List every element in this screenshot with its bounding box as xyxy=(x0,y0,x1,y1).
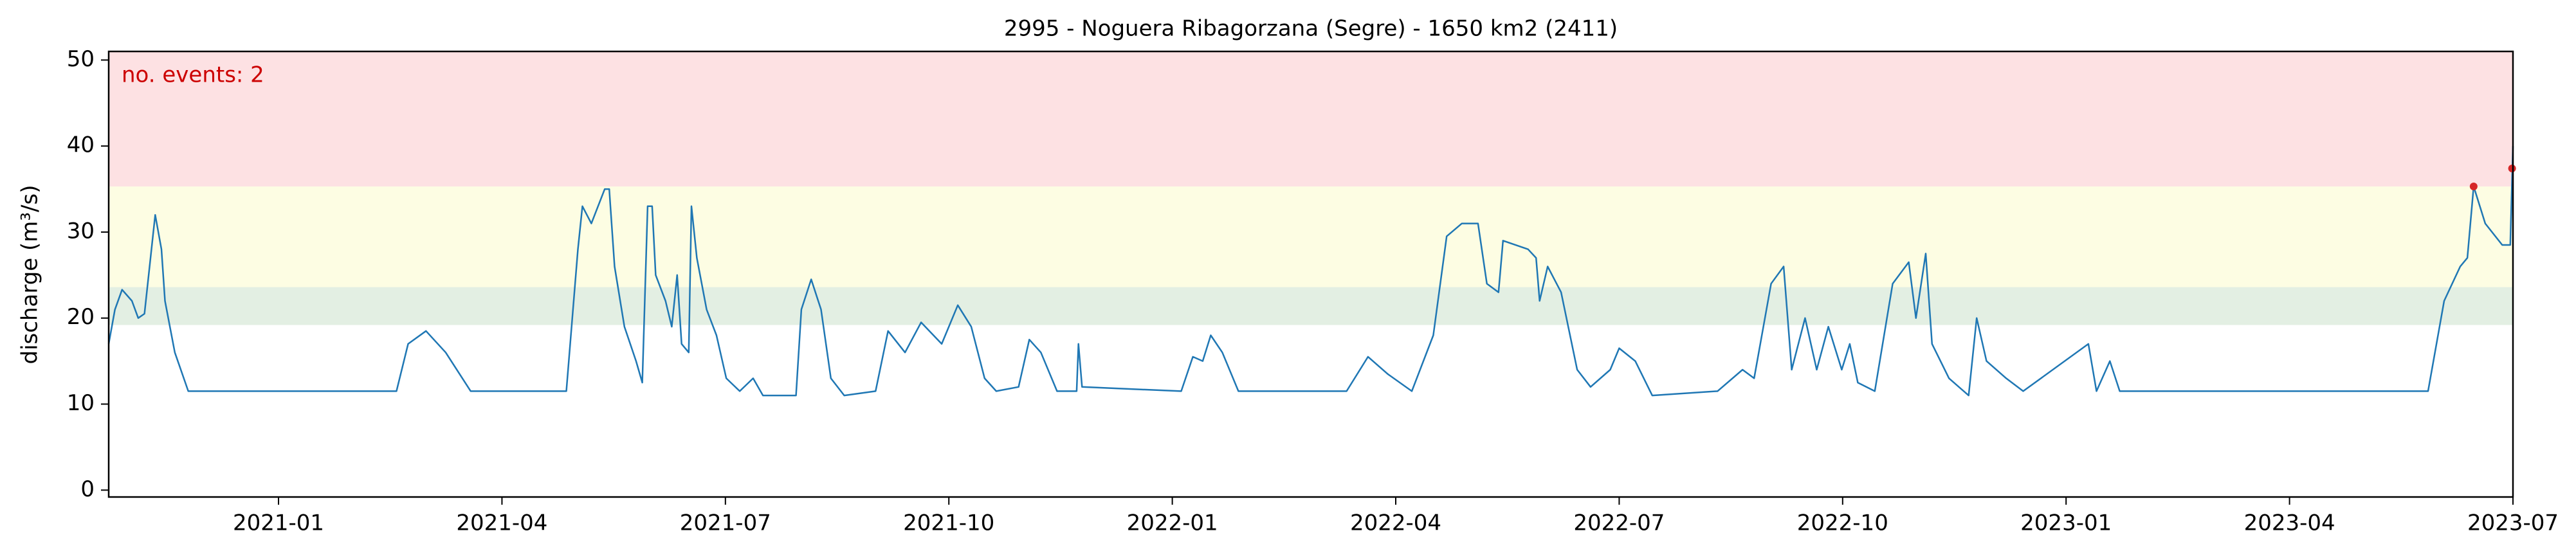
x-tick-label: 2022-01 xyxy=(1127,510,1218,536)
y-tick-label: 0 xyxy=(80,476,95,502)
chart-title: 2995 - Noguera Ribagorzana (Segre) - 165… xyxy=(1004,16,1618,42)
x-tick-label: 2021-04 xyxy=(456,510,547,536)
threshold-band xyxy=(109,287,2513,325)
x-tick-label: 2021-07 xyxy=(680,510,771,536)
y-axis-label: discharge (m³/s) xyxy=(17,185,43,365)
x-tick-label: 2023-04 xyxy=(2244,510,2335,536)
x-tick-label: 2023-01 xyxy=(2020,510,2112,536)
y-tick-label: 50 xyxy=(67,46,95,72)
plot-frame xyxy=(107,50,2514,498)
event-point xyxy=(2469,183,2478,191)
threshold-band xyxy=(109,186,2513,287)
discharge-line xyxy=(107,146,2514,397)
event-count: no. events: 2 xyxy=(122,62,264,88)
x-tick-label: 2022-04 xyxy=(1350,510,1441,536)
threshold-band xyxy=(109,51,2513,187)
x-tick-label: 2021-01 xyxy=(233,510,324,536)
x-tick-label: 2022-07 xyxy=(1573,510,1665,536)
x-tick-label: 2023-07 xyxy=(2467,510,2559,536)
x-tick-label: 2021-10 xyxy=(903,510,994,536)
x-tick-label: 2022-10 xyxy=(1797,510,1888,536)
event-point xyxy=(2508,164,2516,172)
y-tick-label: 40 xyxy=(67,132,95,158)
y-tick-label: 20 xyxy=(67,304,95,330)
y-tick-label: 10 xyxy=(67,390,95,416)
y-tick-label: 30 xyxy=(67,218,95,244)
